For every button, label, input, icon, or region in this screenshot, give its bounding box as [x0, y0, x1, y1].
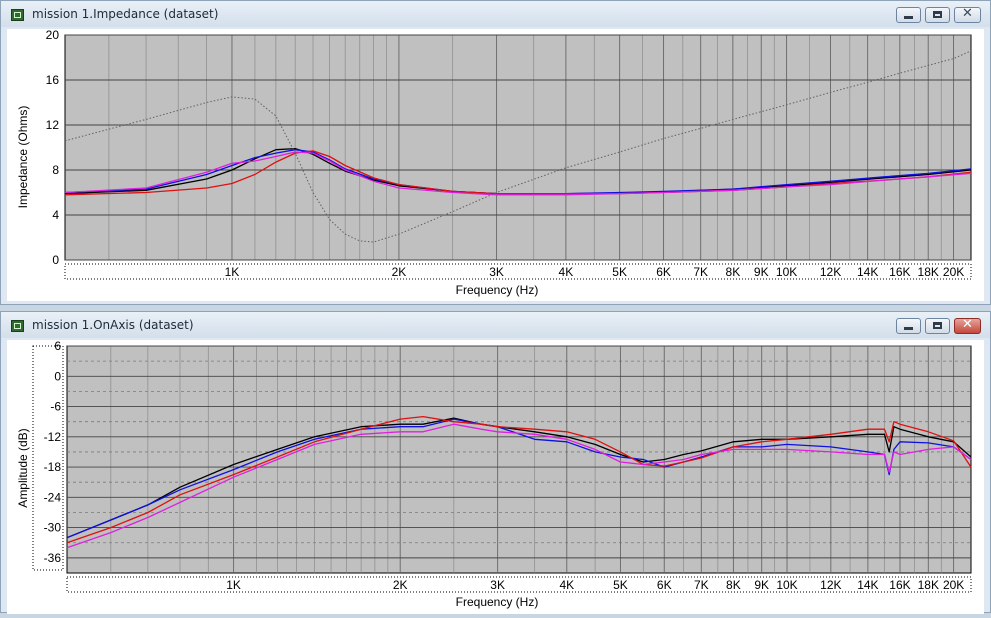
series-line: [66, 417, 972, 539]
x-tick-label: 8K: [726, 578, 741, 592]
minimize-button[interactable]: [896, 7, 921, 23]
y-tick-label: -36: [44, 551, 62, 565]
series-group: [66, 415, 972, 549]
close-icon: ✕: [962, 317, 973, 332]
impedance-chart[interactable]: 0 4 8 12 16 20 1K 2K 3K 4K 5K 6K 7K 8K 9K 10K 12K 14K 16K 1…: [7, 28, 986, 301]
series-line: [64, 151, 972, 196]
chart-area: 0 4 8 12 16 20 1K 2K 3K 4K 5K 6K 7K 8K 9K 10K 12K 14K 16K 1…: [7, 28, 986, 301]
x-tick-label: 1K: [226, 578, 241, 592]
plot-area: [66, 345, 972, 574]
y-tick-label: 0: [54, 369, 61, 383]
x-tick-label: 18K: [918, 265, 939, 279]
x-tick-label: 16K: [889, 265, 910, 279]
y-axis-label: Impedance (Ohms): [16, 106, 30, 209]
title-bar[interactable]: mission 1.OnAxis (dataset) ✕: [1, 312, 990, 338]
y-axis-box: [32, 345, 64, 571]
close-icon: ✕: [962, 6, 973, 21]
y-tick-label: 16: [46, 73, 60, 87]
series-group: [64, 50, 972, 243]
x-tick-label: 18K: [918, 578, 939, 592]
minimize-icon: [904, 327, 913, 330]
maximize-icon: [933, 322, 942, 329]
y-axis-label: Amplitude (dB): [16, 428, 30, 507]
x-tick-label: 7K: [694, 578, 709, 592]
x-tick-label: 14K: [857, 578, 878, 592]
x-tick-label: 3K: [489, 265, 504, 279]
minimize-button[interactable]: [896, 318, 921, 334]
x-tick-label: 10K: [776, 578, 797, 592]
x-tick-label: 16K: [889, 578, 910, 592]
y-tick-label: -6: [50, 400, 61, 414]
series-line: [64, 147, 972, 195]
x-axis-box: [66, 576, 972, 593]
chart-area: 6 0 -6 -12 -18 -24 -30 -36 1K 2K 3K 4K 5K 6K 7K 8K 9K 10K…: [7, 339, 986, 614]
y-tick-label: 12: [46, 118, 60, 132]
y-tick-label: 0: [52, 253, 59, 267]
impedance-window: mission 1.Impedance (dataset) ✕ 0 4 8 12 16 2…: [0, 0, 991, 305]
x-tick-label: 8K: [726, 265, 741, 279]
close-button[interactable]: ✕: [954, 6, 981, 23]
amplitude-chart[interactable]: 6 0 -6 -12 -18 -24 -30 -36 1K 2K 3K 4K 5K 6K 7K 8K 9K 10K…: [7, 339, 986, 614]
x-tick-label: 20K: [943, 265, 964, 279]
window-title: mission 1.Impedance (dataset): [32, 7, 219, 21]
title-bar[interactable]: mission 1.Impedance (dataset) ✕: [1, 1, 990, 27]
grid: [64, 34, 972, 261]
y-tick-label: 8: [52, 163, 59, 177]
grid: [66, 345, 972, 574]
x-tick-label: 3K: [490, 578, 505, 592]
series-line: [66, 415, 972, 544]
y-tick-label: -18: [44, 460, 62, 474]
x-tick-label: 12K: [820, 265, 841, 279]
x-tick-label: 10K: [776, 265, 797, 279]
x-tick-label: 7K: [693, 265, 708, 279]
app-icon: [11, 9, 24, 21]
minimize-icon: [904, 16, 913, 19]
x-tick-label: 9K: [754, 578, 769, 592]
x-tick-label: 1K: [225, 265, 240, 279]
y-tick-label: -24: [44, 490, 62, 504]
x-axis-box: [64, 263, 972, 280]
y-tick-label: 20: [46, 29, 60, 42]
y-tick-label: -30: [44, 521, 62, 535]
x-tick-label: 6K: [656, 265, 671, 279]
maximize-button[interactable]: [925, 7, 950, 23]
app-icon: [11, 320, 24, 332]
x-tick-label: 14K: [857, 265, 878, 279]
y-tick-label: 6: [54, 340, 61, 353]
x-tick-label: 4K: [559, 578, 574, 592]
y-tick-label: -12: [44, 430, 62, 444]
window-title: mission 1.OnAxis (dataset): [32, 318, 194, 332]
x-tick-label: 5K: [612, 265, 627, 279]
x-tick-label: 4K: [559, 265, 574, 279]
x-tick-label: 6K: [657, 578, 672, 592]
x-axis-label: Frequency (Hz): [456, 283, 539, 297]
x-tick-label: 2K: [392, 265, 407, 279]
x-tick-label: 9K: [754, 265, 769, 279]
onaxis-window: mission 1.OnAxis (dataset) ✕ 6 0 -6 -12 -18 -…: [0, 311, 991, 614]
x-tick-label: 2K: [393, 578, 408, 592]
maximize-button[interactable]: [925, 318, 950, 334]
close-button[interactable]: ✕: [954, 317, 981, 334]
y-tick-label: 4: [52, 208, 59, 222]
x-tick-label: 5K: [613, 578, 628, 592]
x-axis-label: Frequency (Hz): [456, 595, 539, 609]
x-tick-label: 12K: [820, 578, 841, 592]
series-line: [66, 423, 972, 549]
maximize-icon: [933, 11, 942, 18]
plot-area: [64, 34, 972, 261]
x-tick-label: 20K: [943, 578, 964, 592]
